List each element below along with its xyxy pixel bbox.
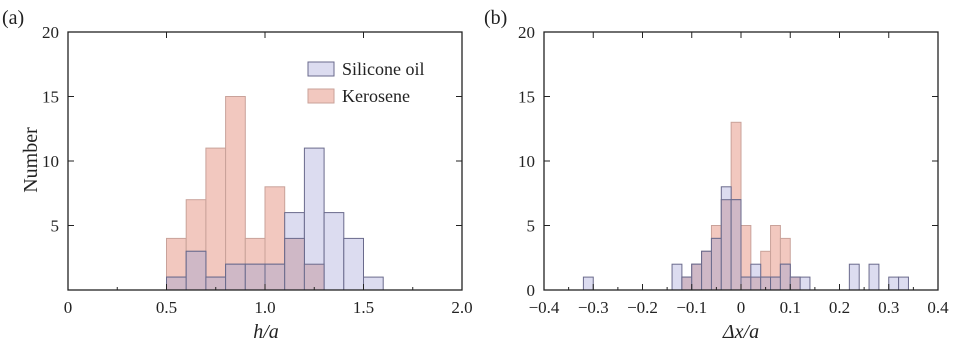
xtick-label-b-3: −0.1 bbox=[676, 298, 707, 317]
panel-a-label: (a) bbox=[2, 7, 24, 29]
panel-a-xlabel: h/a bbox=[253, 321, 279, 343]
xtick-label-b-5: 0.1 bbox=[780, 298, 801, 317]
xtick-label-b-1: −0.3 bbox=[578, 298, 609, 317]
xtick-label-a-2: 1.0 bbox=[254, 298, 275, 317]
overlap-bar-b-7 bbox=[730, 199, 742, 291]
overlap-bar-a-0 bbox=[166, 276, 187, 291]
panel-b-label: (b) bbox=[484, 7, 507, 29]
silicone-bar-b-15 bbox=[848, 263, 860, 291]
overlap-bar-a-4 bbox=[244, 263, 266, 291]
silicone-bar-b-18 bbox=[898, 276, 909, 291]
silicone-bar-a-9 bbox=[343, 237, 364, 291]
legend-label-silicone: Silicone oil bbox=[342, 59, 425, 79]
ytick-label-b-3: 15 bbox=[518, 88, 535, 107]
panel-a-legend: Silicone oil Kerosene bbox=[307, 59, 425, 106]
ytick-label-a-0: 5 bbox=[51, 217, 60, 236]
panel-a-bars bbox=[166, 96, 384, 291]
xtick-label-b-4: 0 bbox=[737, 298, 746, 317]
overlap-bar-b-2 bbox=[681, 276, 693, 291]
panel-a-ylabel: Number bbox=[20, 127, 42, 193]
panel-b: (b) −0.4 −0.3 −0.2 −0.1 0 0.1 0.2 0.3 0.4 0 5 10 15 2… bbox=[484, 7, 949, 343]
panel-b-xlabel: Δx/a bbox=[722, 321, 759, 343]
panel-b-bars bbox=[582, 121, 909, 291]
silicone-bar-b-0 bbox=[582, 276, 594, 291]
panel-a: (a) 0 0.5 1.0 1.5 2.0 5 10 15 20 Number h/a Sili… bbox=[2, 7, 473, 343]
ytick-label-b-4: 20 bbox=[518, 23, 535, 42]
xtick-label-b-0: −0.4 bbox=[529, 298, 560, 317]
overlap-bar-b-3 bbox=[691, 263, 703, 291]
xtick-label-b-2: −0.2 bbox=[627, 298, 658, 317]
ytick-label-a-2: 15 bbox=[42, 88, 59, 107]
legend-swatch-kerosene bbox=[307, 88, 335, 104]
ytick-label-b-0: 0 bbox=[527, 281, 536, 300]
xtick-label-a-0: 0 bbox=[64, 298, 73, 317]
overlap-bar-a-7 bbox=[303, 263, 325, 291]
overlap-bar-b-8 bbox=[740, 276, 752, 291]
xtick-label-b-7: 0.3 bbox=[878, 298, 899, 317]
overlap-bar-b-11 bbox=[770, 276, 781, 291]
silicone-bar-b-17 bbox=[888, 276, 900, 291]
xtick-label-a-3: 1.5 bbox=[353, 298, 374, 317]
overlap-bar-b-12 bbox=[779, 263, 791, 291]
overlap-bar-b-13 bbox=[789, 276, 801, 291]
overlap-bar-a-5 bbox=[264, 263, 286, 291]
overlap-bar-b-4 bbox=[701, 250, 712, 291]
xtick-label-b-6: 0.2 bbox=[829, 298, 850, 317]
silicone-bar-b-16 bbox=[868, 263, 880, 291]
overlap-bar-b-6 bbox=[720, 199, 732, 291]
ytick-label-b-1: 5 bbox=[527, 217, 536, 236]
overlap-bar-a-1 bbox=[185, 250, 207, 291]
silicone-bar-a-10 bbox=[363, 276, 384, 291]
ytick-label-b-2: 10 bbox=[518, 152, 535, 171]
silicone-bar-b-1 bbox=[671, 263, 683, 291]
xtick-label-a-4: 2.0 bbox=[451, 298, 472, 317]
overlap-bar-a-3 bbox=[225, 263, 246, 291]
overlap-bar-a-6 bbox=[284, 237, 305, 291]
ytick-label-a-3: 20 bbox=[42, 23, 59, 42]
kerosene-bar-a-3 bbox=[225, 96, 246, 291]
legend-label-kerosene: Kerosene bbox=[342, 86, 410, 106]
ytick-label-a-1: 10 bbox=[42, 152, 59, 171]
xtick-label-a-1: 0.5 bbox=[156, 298, 177, 317]
panel-b-ticks: −0.4 −0.3 −0.2 −0.1 0 0.1 0.2 0.3 0.4 0 5 10 15 20 bbox=[518, 23, 949, 317]
silicone-bar-a-8 bbox=[323, 212, 345, 291]
xtick-label-b-8: 0.4 bbox=[927, 298, 949, 317]
panel-a-ticks: 0 0.5 1.0 1.5 2.0 5 10 15 20 bbox=[42, 23, 473, 317]
overlap-bar-b-9 bbox=[750, 276, 762, 291]
overlap-bar-b-5 bbox=[710, 237, 722, 291]
silicone-bar-b-14 bbox=[799, 276, 811, 291]
kerosene-bar-a-2 bbox=[205, 147, 227, 291]
legend-swatch-silicone bbox=[307, 61, 335, 77]
